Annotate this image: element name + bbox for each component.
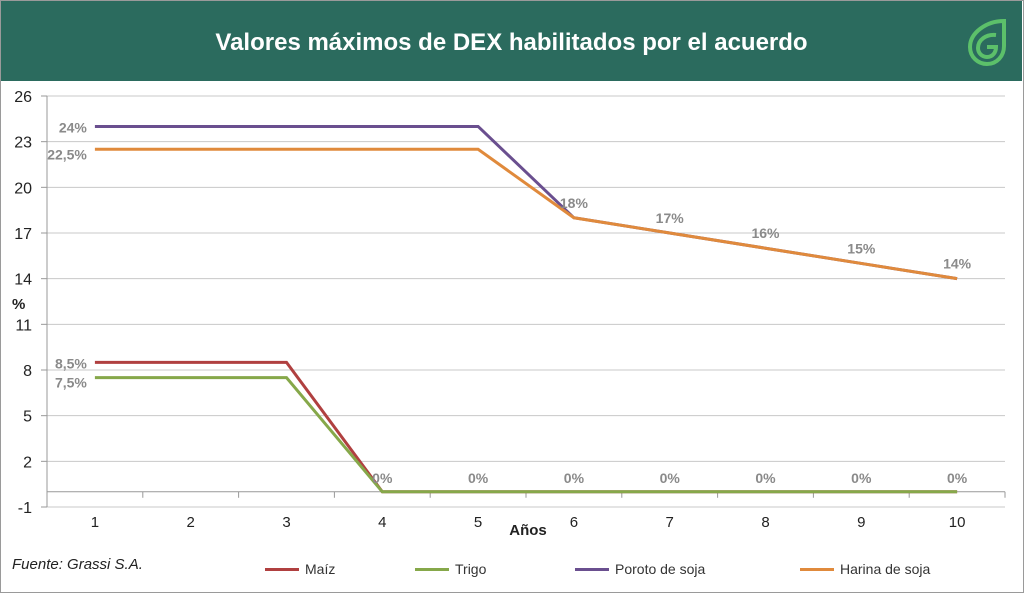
series-line-trigo xyxy=(94,376,958,494)
data-label: 0% xyxy=(851,470,872,486)
y-tick-label: 11 xyxy=(15,317,32,334)
data-label: 8,5% xyxy=(55,355,87,371)
x-tick-label: 8 xyxy=(761,514,769,531)
legend-label: Poroto de soja xyxy=(615,561,706,577)
y-axis-label: % xyxy=(12,296,25,313)
data-label: 0% xyxy=(372,470,393,486)
data-label: 0% xyxy=(660,470,681,486)
legend-label: Maíz xyxy=(305,561,336,577)
data-label: 17% xyxy=(656,210,685,226)
data-label: 0% xyxy=(755,470,776,486)
source-note: Fuente: Grassi S.A. xyxy=(12,556,143,573)
y-tick-label: 5 xyxy=(23,409,32,426)
legend-item: Poroto de soja xyxy=(575,561,705,577)
x-tick-label: 9 xyxy=(857,514,865,531)
legend-item: Harina de soja xyxy=(800,561,930,577)
x-tick-label: 6 xyxy=(570,514,578,531)
data-label: 0% xyxy=(564,470,585,486)
x-tick-label: 1 xyxy=(91,514,99,531)
x-tick-label: 4 xyxy=(378,514,386,531)
data-label: 15% xyxy=(847,240,876,256)
series-line-maíz xyxy=(94,360,958,494)
legend-item: Trigo xyxy=(415,561,486,577)
x-tick-label: 10 xyxy=(949,514,966,531)
y-tick-label: 20 xyxy=(14,180,32,197)
legend-item: Maíz xyxy=(265,561,335,577)
y-tick-label: 8 xyxy=(23,363,32,380)
legend-label: Trigo xyxy=(455,561,487,577)
data-label: 22,5% xyxy=(47,146,87,162)
x-axis-label: Años xyxy=(509,522,547,539)
chart-title: Valores máximos de DEX habilitados por e… xyxy=(215,29,808,56)
legend-swatch xyxy=(415,567,449,571)
y-tick-label: 26 xyxy=(14,89,32,106)
y-tick-label: 2 xyxy=(23,454,32,471)
y-tick-label: 17 xyxy=(14,226,32,243)
legend-label: Harina de soja xyxy=(840,561,931,577)
legend-swatch xyxy=(265,567,299,571)
y-tick-label: 14 xyxy=(14,272,32,289)
x-tick-label: 3 xyxy=(282,514,290,531)
x-tick-label: 2 xyxy=(187,514,195,531)
x-tick-label: 7 xyxy=(666,514,674,531)
data-label: 7,5% xyxy=(55,375,87,391)
header-bar: Valores máximos de DEX habilitados por e… xyxy=(1,1,1022,81)
x-tick-label: 5 xyxy=(474,514,482,531)
data-label: 24% xyxy=(59,119,88,135)
data-label: 0% xyxy=(468,470,489,486)
data-label: 14% xyxy=(943,256,972,272)
legend-swatch xyxy=(575,567,609,571)
leaf-g-logo-icon xyxy=(967,18,1006,67)
series-line-harina-de-soja xyxy=(94,147,958,281)
data-label: 0% xyxy=(947,470,968,486)
y-tick-label: 23 xyxy=(14,135,32,152)
legend-swatch xyxy=(800,567,834,571)
data-label: 18% xyxy=(560,195,589,211)
y-tick-label: -1 xyxy=(18,500,32,517)
data-label: 16% xyxy=(751,225,780,241)
